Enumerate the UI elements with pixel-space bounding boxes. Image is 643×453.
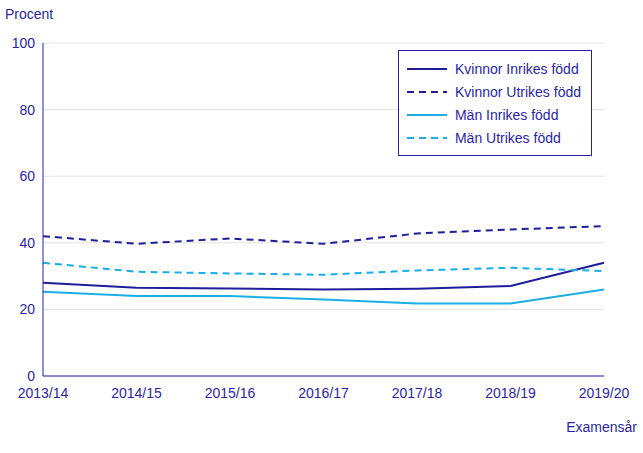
svg-text:2019/20: 2019/20 <box>579 385 630 401</box>
svg-text:2018/19: 2018/19 <box>485 385 536 401</box>
html-text:Procent: Procent <box>5 6 54 22</box>
svg-text:80: 80 <box>19 102 35 118</box>
html-text:Kvinnor Utrikes född: Kvinnor Utrikes född <box>454 83 581 100</box>
svg-text:2016/17: 2016/17 <box>298 385 349 401</box>
html-text:Män Utrikes född: Män Utrikes född <box>454 129 561 146</box>
html-text:Kvinnor Inrikes född: Kvinnor Inrikes född <box>454 60 579 77</box>
svg-text:2014/15: 2014/15 <box>111 385 162 401</box>
svg-text:20: 20 <box>19 301 35 317</box>
svg-text:100: 100 <box>12 35 36 51</box>
svg-text:60: 60 <box>19 168 35 184</box>
html-text:Män Inrikes född: Män Inrikes född <box>454 106 559 123</box>
svg-text:2015/16: 2015/16 <box>205 385 256 401</box>
svg-text:2013/14: 2013/14 <box>18 385 69 401</box>
html-text:Examensår: Examensår <box>566 419 637 435</box>
svg-text:0: 0 <box>27 368 35 384</box>
svg-text:40: 40 <box>19 235 35 251</box>
svg-text:2017/18: 2017/18 <box>392 385 443 401</box>
